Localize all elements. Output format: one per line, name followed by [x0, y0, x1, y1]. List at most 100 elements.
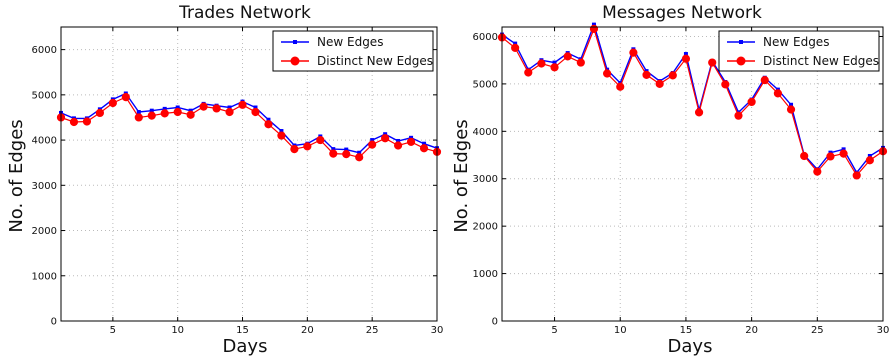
data-point: [681, 54, 691, 63]
y-tick-label: 6000: [473, 32, 498, 43]
y-tick-label: 2000: [32, 226, 57, 237]
data-point: [406, 137, 416, 146]
plot-area: 5 10 15 20 25 30 0 1000 2000 3000 4000 5000 6000 New …: [32, 26, 444, 336]
data-point: [277, 131, 286, 140]
legend-label: Distinct New Edges: [763, 54, 879, 68]
series-line: [60, 92, 438, 154]
data-point: [69, 117, 79, 127]
x-tick-label: 25: [811, 325, 824, 336]
data-point: [290, 145, 299, 154]
data-point: [773, 89, 782, 98]
data-point: [121, 93, 130, 102]
legend-label: New Edges: [763, 35, 829, 49]
data-point: [212, 104, 221, 113]
y-tick-label: 6000: [32, 45, 57, 56]
data-point: [668, 71, 677, 80]
y-tick-label: 3000: [32, 181, 57, 192]
data-point: [642, 70, 651, 79]
y-axis-label: No. of Edges: [451, 119, 472, 232]
data-point: [175, 105, 180, 110]
data-point: [160, 109, 169, 118]
y-tick-label: 0: [51, 317, 57, 328]
data-point: [789, 102, 794, 107]
y-tick-label: 5000: [32, 90, 57, 101]
x-tick-label: 20: [745, 325, 758, 336]
legend-marker: [293, 40, 297, 44]
data-point: [813, 167, 822, 176]
data-point: [747, 97, 756, 107]
data-point: [227, 105, 232, 110]
data-point: [683, 52, 688, 57]
data-point: [800, 151, 809, 161]
data-point: [370, 138, 375, 143]
x-tick-label: 25: [366, 325, 379, 336]
data-point: [344, 147, 349, 152]
legend: New Edges Distinct New Edges: [718, 30, 880, 72]
data-point: [108, 98, 117, 108]
x-tick-label: 30: [877, 325, 889, 336]
y-tick-label: 0: [492, 317, 498, 328]
data-point: [841, 147, 846, 152]
chart-title: Messages Network: [602, 3, 762, 23]
data-point: [734, 111, 743, 120]
data-point: [655, 79, 664, 89]
data-point: [552, 60, 557, 65]
legend: New Edges Distinct New Edges: [272, 30, 434, 72]
data-point: [225, 107, 234, 117]
data-point: [760, 76, 769, 85]
data-point: [381, 134, 390, 143]
legend-marker: [739, 40, 743, 44]
y-tick-label: 2000: [473, 222, 498, 233]
y-tick-label: 4000: [473, 127, 498, 138]
data-point: [616, 82, 625, 91]
legend-label: New Edges: [317, 35, 383, 49]
data-point: [264, 120, 273, 129]
x-tick-label: 10: [614, 325, 627, 336]
trades-network-chart: Trades Network Days No. of Edges 5 10 15 20…: [6, 3, 443, 356]
data-point: [394, 141, 403, 150]
data-point: [149, 108, 154, 113]
x-tick-label: 10: [171, 325, 184, 336]
data-point: [199, 102, 208, 111]
data-point: [524, 68, 533, 77]
data-point: [419, 144, 429, 153]
data-point: [786, 105, 796, 114]
data-point: [331, 147, 336, 152]
data-point: [589, 24, 599, 33]
data-point: [603, 69, 612, 78]
x-tick-label: 20: [301, 325, 314, 336]
y-tick-label: 3000: [473, 174, 498, 185]
data-point: [162, 106, 167, 111]
legend-box: [718, 30, 880, 72]
x-axis-label: Days: [668, 336, 713, 356]
data-point: [563, 52, 572, 61]
data-point: [266, 117, 271, 122]
data-point: [357, 150, 362, 155]
legend-marker: [736, 56, 746, 66]
x-tick-label: 15: [680, 325, 693, 336]
data-point: [368, 140, 377, 149]
data-point: [826, 152, 835, 161]
data-point: [550, 63, 559, 72]
data-point: [279, 129, 284, 134]
data-point: [303, 142, 312, 151]
x-tick-label: 30: [431, 325, 444, 336]
x-tick-label: 5: [110, 325, 116, 336]
data-point: [251, 107, 260, 117]
legend-box: [272, 30, 434, 72]
data-point: [147, 111, 156, 120]
data-point: [136, 110, 141, 115]
data-point: [591, 22, 596, 27]
data-point: [173, 107, 182, 117]
legend-marker: [290, 56, 300, 66]
data-point: [316, 135, 325, 145]
data-point: [82, 117, 92, 126]
data-point: [867, 153, 872, 158]
data-point: [355, 153, 364, 162]
chart-title: Trades Network: [178, 3, 311, 23]
y-tick-label: 1000: [32, 271, 57, 282]
data-point: [329, 149, 338, 158]
x-tick-label: 5: [551, 325, 557, 336]
data-point: [852, 171, 861, 180]
